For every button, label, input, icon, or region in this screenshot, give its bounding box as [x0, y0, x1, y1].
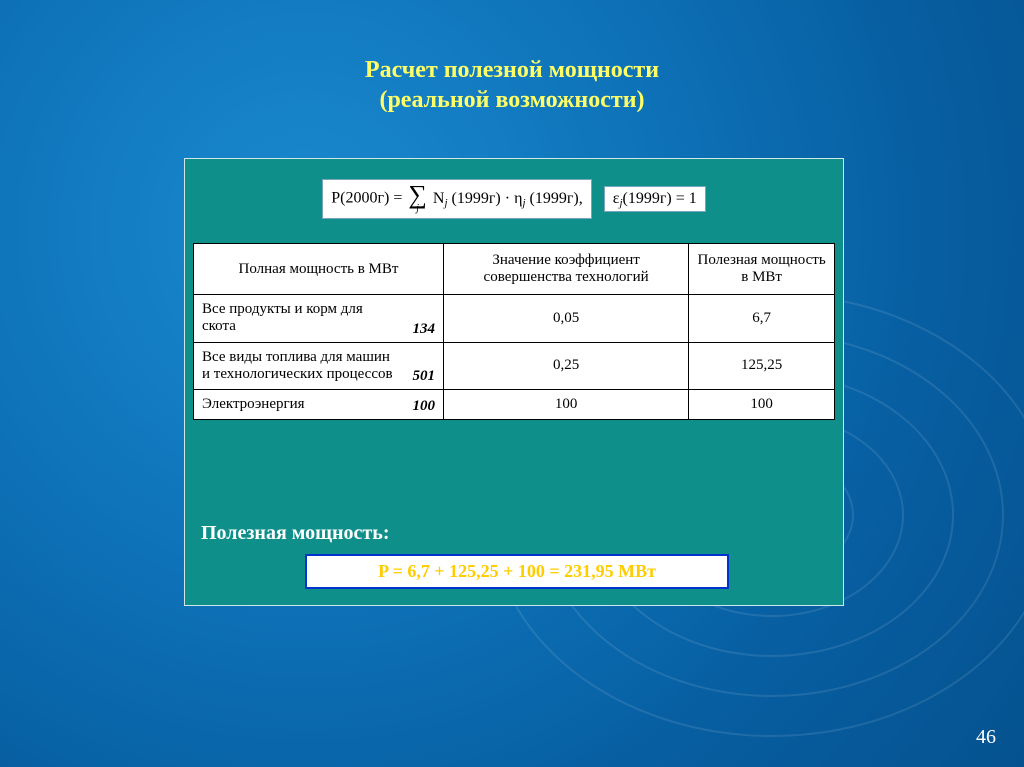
title-line-1: Расчет полезной мощности — [365, 57, 659, 83]
slide: Расчет полезной мощности (реальной возмо… — [0, 0, 1024, 767]
power-table: Полная мощность в МВт Значение коэффицие… — [193, 243, 835, 420]
table-header-row: Полная мощность в МВт Значение коэффицие… — [194, 244, 835, 295]
slide-title: Расчет полезной мощности (реальной возмо… — [0, 55, 1024, 115]
result-box: P = 6,7 + 125,25 + 100 = 231,95 МВт — [305, 554, 729, 589]
formula-rhs: Nj (1999г) · ηj (1999г), — [433, 190, 583, 207]
row-label: Все виды топлива для машин и технологиче… — [202, 349, 435, 384]
content-panel: P(2000г) = ∑ j Nj (1999г) · ηj (1999г), … — [184, 158, 844, 606]
row-value: 100 — [412, 398, 435, 415]
formula-side: εj(1999г) = 1 — [604, 186, 706, 213]
row-useful: 100 — [689, 390, 835, 420]
table-row: Все виды топлива для машин и технологиче… — [194, 342, 835, 390]
row-label: Электроэнергия — [202, 396, 435, 413]
row-coef: 0,25 — [443, 342, 688, 390]
page-number: 46 — [976, 726, 996, 749]
row-useful: 6,7 — [689, 295, 835, 343]
row-value: 134 — [412, 321, 435, 338]
row-value: 501 — [412, 368, 435, 385]
row-coef: 100 — [443, 390, 688, 420]
formula-row: P(2000г) = ∑ j Nj (1999г) · ηj (1999г), … — [185, 179, 843, 219]
formula-lhs: P(2000г) = — [331, 190, 402, 207]
row-useful: 125,25 — [689, 342, 835, 390]
title-line-2: (реальной возможности) — [379, 87, 644, 113]
result-text: P = 6,7 + 125,25 + 100 = 231,95 МВт — [378, 561, 656, 581]
row-label: Все продукты и корм для скота — [202, 301, 435, 336]
table-header-c2: Значение коэффициент совершенства технол… — [443, 244, 688, 295]
table-header-c3: Полезная мощность в МВт — [689, 244, 835, 295]
table-header-c1: Полная мощность в МВт — [194, 244, 444, 295]
table-row: Все продукты и корм для скота 134 0,05 6… — [194, 295, 835, 343]
summary-label: Полезная мощность: — [201, 522, 389, 545]
row-coef: 0,05 — [443, 295, 688, 343]
formula-main: P(2000г) = ∑ j Nj (1999г) · ηj (1999г), — [322, 179, 592, 219]
sigma-icon: ∑ j — [408, 184, 427, 214]
table-row: Электроэнергия 100 100 100 — [194, 390, 835, 420]
